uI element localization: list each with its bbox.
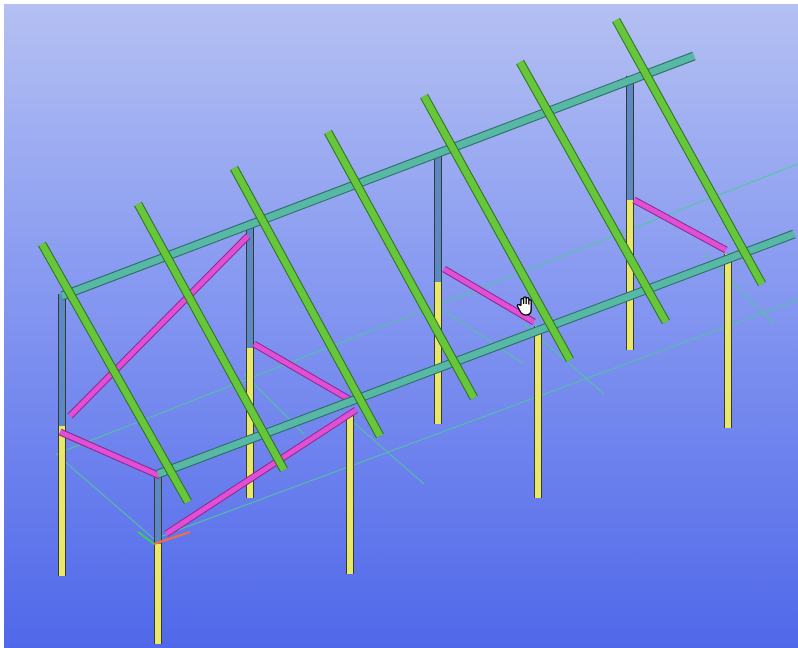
structure-scene[interactable] <box>4 4 798 648</box>
coordinate-axes <box>137 531 191 545</box>
rafter-5[interactable] <box>420 94 574 362</box>
ground-grid <box>55 163 798 540</box>
posts-group <box>58 76 732 644</box>
rafter-1[interactable] <box>38 242 192 504</box>
brace-2[interactable] <box>58 429 162 479</box>
purlin-top[interactable] <box>60 52 696 300</box>
brace-6[interactable] <box>632 197 728 253</box>
hand-pan-icon <box>516 296 532 316</box>
rafter-7[interactable] <box>612 18 766 286</box>
brace-1[interactable] <box>68 234 250 418</box>
brace-3[interactable] <box>252 341 356 405</box>
axis-y-line[interactable] <box>137 531 155 545</box>
rafter-6[interactable] <box>516 60 670 324</box>
brace-5[interactable] <box>442 266 536 325</box>
rafters-group <box>38 17 766 505</box>
rafter-2[interactable] <box>134 202 288 472</box>
grid-line-3 <box>55 453 155 540</box>
braces-group <box>58 196 728 537</box>
grid-line-2 <box>153 299 798 540</box>
grid-line-4 <box>343 413 425 485</box>
grid-line-8 <box>433 303 525 365</box>
rafter-3[interactable] <box>230 166 384 438</box>
rafter-4[interactable] <box>324 130 478 400</box>
3d-viewport[interactable] <box>4 4 798 648</box>
axis-x-line[interactable] <box>153 531 191 545</box>
brace-4[interactable] <box>164 407 358 537</box>
